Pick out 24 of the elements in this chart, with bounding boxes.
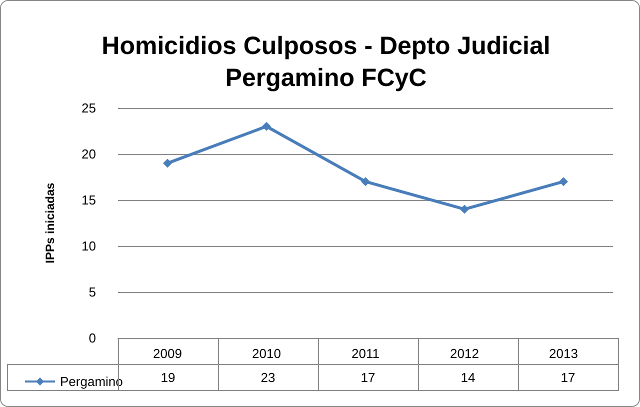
point	[559, 177, 568, 186]
data-label: 23	[218, 364, 318, 390]
point	[361, 177, 370, 186]
data-label: 19	[160, 370, 176, 385]
y-tick-label: 20	[82, 146, 96, 162]
point	[163, 158, 172, 168]
data-label: 17	[318, 364, 418, 390]
y-tick-label: 10	[82, 238, 96, 254]
x-tick-label: 2011	[352, 346, 380, 361]
chart-title: Homicidios Culposos - Depto Judicial Pergamino FCyC	[102, 32, 550, 92]
point	[460, 204, 469, 214]
y-tick-label: 25	[82, 100, 96, 116]
legend-label: Pergamino	[60, 374, 123, 389]
x-tick-label: 2012	[450, 346, 479, 361]
data-label: 14	[418, 364, 518, 390]
x-tick-label: 2013	[549, 346, 578, 361]
y-tick-label: 15	[82, 192, 96, 208]
y-axis-title: IPPs iniciadas	[43, 182, 57, 264]
y-tick-label: 0	[88, 330, 96, 346]
data-label: 17	[518, 364, 618, 390]
y-tick-label: 5	[88, 284, 96, 300]
x-tick-label: 2009	[153, 346, 182, 361]
x-tick-label: 2010	[252, 346, 281, 361]
point	[262, 122, 271, 131]
